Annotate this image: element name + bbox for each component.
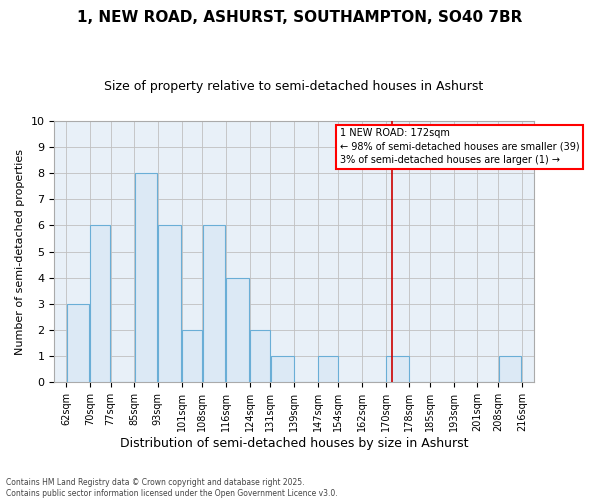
Bar — [318, 356, 338, 382]
Bar — [90, 226, 110, 382]
Bar — [158, 226, 181, 382]
Bar — [250, 330, 270, 382]
Bar — [182, 330, 202, 382]
Text: 1, NEW ROAD, ASHURST, SOUTHAMPTON, SO40 7BR: 1, NEW ROAD, ASHURST, SOUTHAMPTON, SO40 … — [77, 10, 523, 25]
Y-axis label: Number of semi-detached properties: Number of semi-detached properties — [15, 148, 25, 354]
Bar — [203, 226, 226, 382]
Bar — [386, 356, 409, 382]
Text: 1 NEW ROAD: 172sqm
← 98% of semi-detached houses are smaller (39)
3% of semi-det: 1 NEW ROAD: 172sqm ← 98% of semi-detache… — [340, 128, 579, 165]
Title: Size of property relative to semi-detached houses in Ashurst: Size of property relative to semi-detach… — [104, 80, 484, 93]
X-axis label: Distribution of semi-detached houses by size in Ashurst: Distribution of semi-detached houses by … — [120, 437, 468, 450]
Bar — [499, 356, 521, 382]
Bar — [67, 304, 89, 382]
Bar — [226, 278, 249, 382]
Bar — [271, 356, 293, 382]
Bar — [134, 173, 157, 382]
Text: Contains HM Land Registry data © Crown copyright and database right 2025.
Contai: Contains HM Land Registry data © Crown c… — [6, 478, 338, 498]
